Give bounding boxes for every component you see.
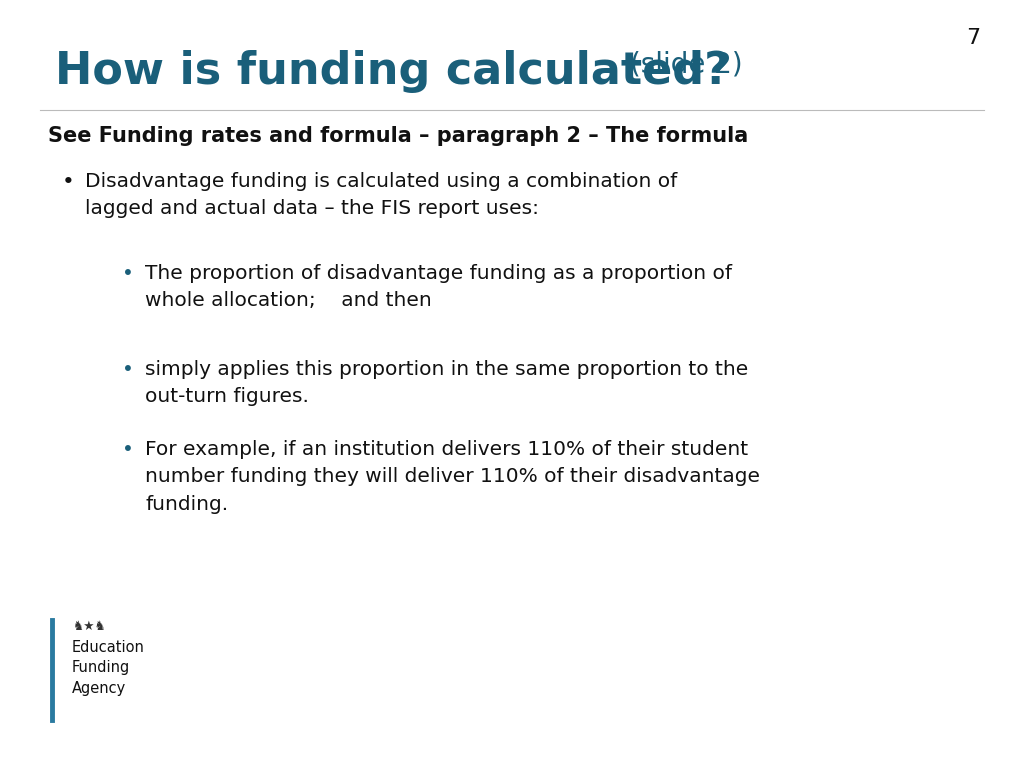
Text: •: •	[61, 172, 75, 192]
Text: How is funding calculated?: How is funding calculated?	[55, 50, 730, 93]
Text: •: •	[122, 440, 134, 459]
Text: •: •	[122, 264, 134, 283]
Text: •: •	[122, 360, 134, 379]
Text: simply applies this proportion in the same proportion to the
out-turn figures.: simply applies this proportion in the sa…	[145, 360, 749, 406]
Text: 7: 7	[966, 28, 980, 48]
Text: For example, if an institution delivers 110% of their student
number funding the: For example, if an institution delivers …	[145, 440, 760, 514]
Text: The proportion of disadvantage funding as a proportion of
whole allocation;    a: The proportion of disadvantage funding a…	[145, 264, 732, 310]
Text: See Funding rates and formula – paragraph 2 – The formula: See Funding rates and formula – paragrap…	[48, 126, 749, 146]
Text: (slide 2): (slide 2)	[630, 50, 742, 78]
Text: ♞★♞: ♞★♞	[72, 620, 105, 633]
Text: Education
Funding
Agency: Education Funding Agency	[72, 640, 144, 696]
Text: Disadvantage funding is calculated using a combination of
lagged and actual data: Disadvantage funding is calculated using…	[85, 172, 677, 218]
